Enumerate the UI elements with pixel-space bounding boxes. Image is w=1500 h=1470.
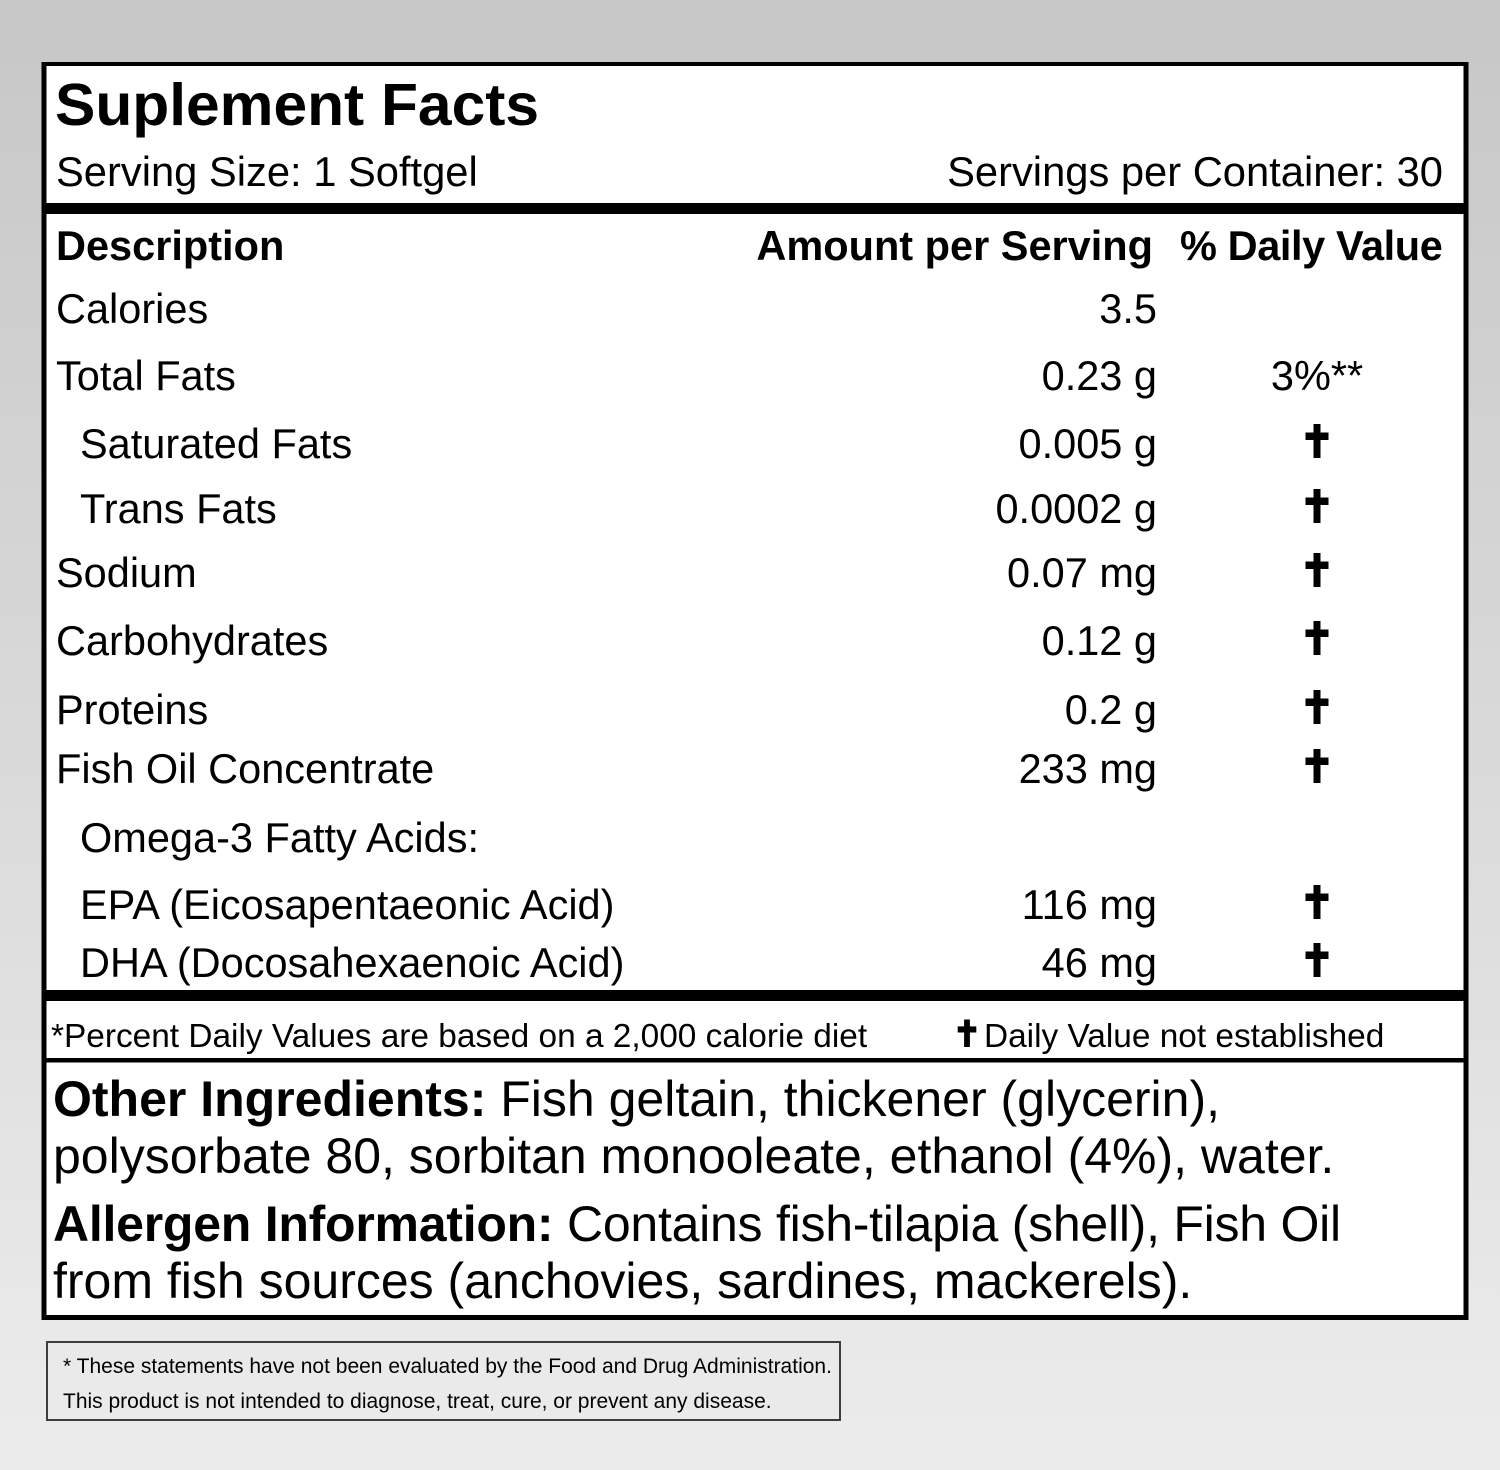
svg-text:*Percent Daily Values are base: *Percent Daily Values are based on a 2,0… [51,1018,868,1055]
svg-text:3.5: 3.5 [1099,285,1157,332]
svg-text:0.12 g: 0.12 g [1042,617,1157,664]
svg-text:This product is not intended t: This product is not intended to diagnose… [63,1390,772,1413]
svg-text:46 mg: 46 mg [1042,939,1157,986]
svg-text:Amount per Serving: Amount per Serving [756,222,1153,269]
svg-text:233 mg: 233 mg [1019,745,1157,792]
svg-text:Calories: Calories [56,285,208,332]
svg-text:0.0002 g: 0.0002 g [995,485,1157,532]
svg-text:Carbohydrates: Carbohydrates [56,617,328,664]
svg-text:Trans Fats: Trans Fats [80,485,277,532]
svg-text:Serving Size: 1 Softgel: Serving Size: 1 Softgel [56,148,478,195]
svg-text:Daily Value not established: Daily Value not established [984,1018,1384,1055]
svg-text:3%**: 3%** [1271,352,1363,399]
svg-text:% Daily Value: % Daily Value [1180,222,1442,269]
svg-text:0.07 mg: 0.07 mg [1007,549,1157,596]
svg-text:Other Ingredients: Fish geltai: Other Ingredients: Fish geltain, thicken… [53,1071,1220,1127]
svg-text:polysorbate 80, sorbitan monoo: polysorbate 80, sorbitan monooleate, eth… [53,1128,1334,1184]
svg-text:DHA (Docosahexaenoic Acid): DHA (Docosahexaenoic Acid) [80,939,624,986]
svg-text:0.005 g: 0.005 g [1019,420,1157,467]
svg-text:from fish sources (anchovies,: from fish sources (anchovies, sardines, … [53,1253,1192,1309]
svg-text:116 mg: 116 mg [1022,881,1157,928]
svg-text:Sodium: Sodium [56,549,197,596]
svg-text:Total Fats: Total Fats [56,352,236,399]
svg-text:Fish Oil Concentrate: Fish Oil Concentrate [56,745,434,792]
svg-text:Proteins: Proteins [56,686,208,733]
svg-text:Suplement Facts: Suplement Facts [55,72,539,138]
svg-text:EPA (Eicosapentaeonic Acid): EPA (Eicosapentaeonic Acid) [80,881,614,928]
svg-text:Description: Description [56,222,284,269]
svg-text:Saturated Fats: Saturated Fats [80,420,352,467]
svg-text:0.23 g: 0.23 g [1042,352,1157,399]
svg-text:Servings per Container: 30: Servings per Container: 30 [947,148,1443,195]
svg-text:Allergen Information: Contains: Allergen Information: Contains fish-tila… [53,1196,1341,1252]
svg-text:Omega-3 Fatty Acids:: Omega-3 Fatty Acids: [80,814,479,861]
svg-text:* These statements have not be: * These statements have not been evaluat… [63,1355,832,1378]
svg-text:0.2 g: 0.2 g [1065,686,1157,733]
